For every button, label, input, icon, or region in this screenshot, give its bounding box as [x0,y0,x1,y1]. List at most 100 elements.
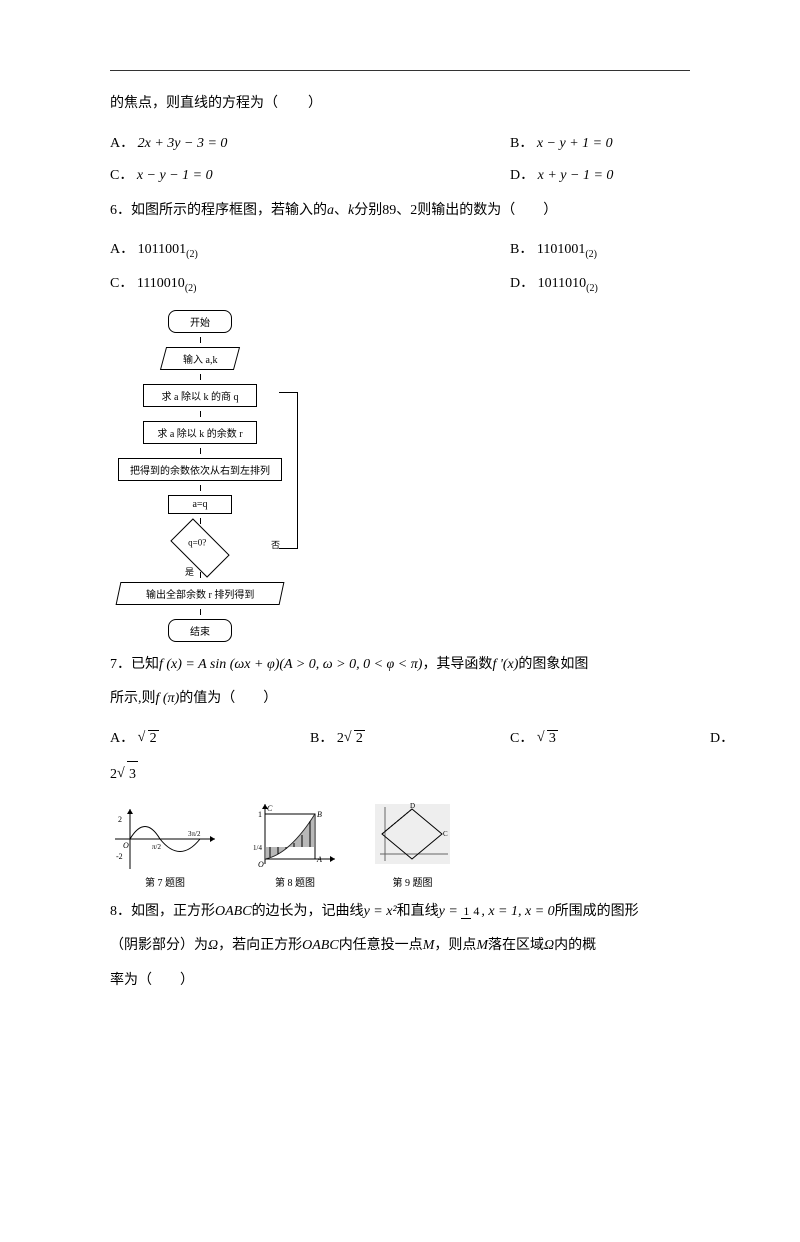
q8-oabc: OABC [215,904,252,919]
q8-t9: 落在区域 [488,938,544,953]
opt-label: D． [710,731,734,746]
fc-step1: 求 a 除以 k 的商 q [143,384,257,407]
opt-sub: (2) [185,283,197,294]
q5-opt-d: D． x + y − 1 = 0 [510,164,800,184]
q6-tail: 则输出的数为（ ） [417,203,557,218]
q8-om2: Ω [544,938,554,953]
opt-val: 1101001 [537,242,585,257]
q7-fp: f '(x) [492,657,518,672]
q5-options: A． 2x + 3y − 3 = 0 B． x − y + 1 = 0 C． x… [110,126,800,190]
q8-stem: 8．如图，正方形OABC的边长为，记曲线y = x²和直线y = 14, x =… [110,899,800,926]
q8-om: Ω [208,938,218,953]
opt-val: 1011001 [138,242,186,257]
opt-label: B． [510,136,533,151]
q8-stem2: （阴影部分）为Ω，若向正方形OABC内任意投一点M，则点M落在区域Ω内的概 [110,933,800,960]
fig8-label: 第 8 题图 [250,874,340,889]
q8-stem3: 率为（ ） [110,968,800,995]
q5-end: ） [308,96,322,111]
q8-oabc2: OABC [302,938,339,953]
q5-opt-a: A． 2x + 3y − 3 = 0 [110,132,510,152]
svg-text:B: B [317,810,322,819]
fc-decision: q=0? [170,518,229,577]
fig7-label: 第 7 题图 [110,874,220,889]
opt-val: 1110010 [137,276,185,291]
q7-opt-d-val: 23 [110,761,800,789]
figure-row: 2-2 π/23π/2 O 第 7 题图 1C BA 1/4O 第 8 题图 D… [110,799,800,889]
fc-input: 输入 a,k [160,347,240,370]
svg-text:O: O [258,860,264,869]
page-rule [110,70,690,71]
q7-t3: 的图象如图 [518,657,588,672]
q7-t5: 的值为（ ） [179,691,277,706]
q5-opt-c: C． x − y − 1 = 0 [110,164,510,184]
fc-start-text: 开始 [190,318,210,329]
q8-t4: 所围成的图形 [555,904,639,919]
fc-step4: a=q [168,495,232,514]
q8-t7: 内任意投一点 [339,938,423,953]
fig9-svg: DC [370,799,455,874]
svg-text:1: 1 [258,810,262,819]
q7-opt-d: D． [710,727,800,747]
opt-label: C． [110,168,133,183]
fc-s3-text: 把得到的余数依次从右到左排列 [130,466,270,477]
fc-out-text: 输出全部余数 r 排列得到 [146,586,254,601]
svg-text:C: C [267,804,273,813]
q6-opt-c: C． 1110010(2) [110,272,510,294]
q7-t2: ，其导函数 [422,657,492,672]
fc-s2-text: 求 a 除以 k 的余数 r [157,429,242,440]
sqrt-val: 3 [547,730,558,747]
opt-sub: (2) [585,249,597,260]
frac-den: 4 [471,904,481,918]
q8-m: M [423,938,435,953]
svg-text:-2: -2 [116,852,123,861]
q6-m1: 、 [334,203,348,218]
svg-text:1/4: 1/4 [253,844,262,852]
q7-options: A． 2 B． 22 C． 3 D． [110,721,800,753]
fig9: DC 第 9 题图 [370,799,455,889]
q8-t3: 和直线 [397,904,439,919]
q7-opt-a: A． 2 [110,727,310,747]
svg-text:π/2: π/2 [152,843,161,851]
svg-text:3π/2: 3π/2 [188,830,201,838]
opt-label: A． [110,242,134,257]
q8-c2b: , x = 1, x = 0 [481,904,554,919]
opt-pre: 2 [337,731,344,746]
opt-label: C． [510,731,533,746]
fc-end: 结束 [168,619,232,642]
opt-pre: 2 [110,767,117,782]
fc-yes-label: 是 [185,565,194,578]
fig7: 2-2 π/23π/2 O 第 7 题图 [110,804,220,889]
opt-sub: (2) [586,283,598,294]
svg-text:D: D [410,802,415,810]
q7-formula: f (x) = A sin (ωx + φ)(A > 0, ω > 0, 0 <… [159,657,422,672]
fc-step3: 把得到的余数依次从右到左排列 [118,458,282,481]
fc-cond-text: q=0? [188,537,206,547]
q6-t1: 6．如图所示的程序框图，若输入的 [110,203,327,218]
q7-fpi: f (π) [156,691,180,706]
q6-a: a [327,203,334,218]
opt-formula: x + y − 1 = 0 [538,168,614,183]
opt-label: D． [510,276,534,291]
q6-stem: 6．如图所示的程序框图，若输入的a、k分别89、2则输出的数为（ ） [110,198,800,225]
opt-label: B． [510,242,533,257]
fc-output: 输出全部余数 r 排列得到 [116,582,285,605]
q8-t11: 率为（ ） [110,973,194,988]
fig9-label: 第 9 题图 [370,874,455,889]
sqrt-val: 3 [127,761,138,789]
q6-opt-a: A． 1011001(2) [110,238,510,260]
sqrt-val: 2 [354,730,365,747]
q6-n1: 89 [382,203,396,218]
svg-text:C: C [443,830,448,838]
fc-end-text: 结束 [190,627,210,638]
q6-options: A． 1011001(2) B． 1101001(2) C． 1110010(2… [110,232,800,300]
q8-t6: ，若向正方形 [218,938,302,953]
fc-in-text: 输入 a,k [183,351,217,366]
q7-opt-c: C． 3 [510,727,710,747]
q8-t8: ，则点 [434,938,476,953]
q7-t1: 7．已知 [110,657,159,672]
fig8: 1C BA 1/4O 第 8 题图 [250,799,340,889]
q6-opt-d: D． 1011010(2) [510,272,800,294]
opt-val: 1011010 [538,276,586,291]
opt-formula: x − y + 1 = 0 [537,136,613,151]
q8-m2: M [476,938,488,953]
